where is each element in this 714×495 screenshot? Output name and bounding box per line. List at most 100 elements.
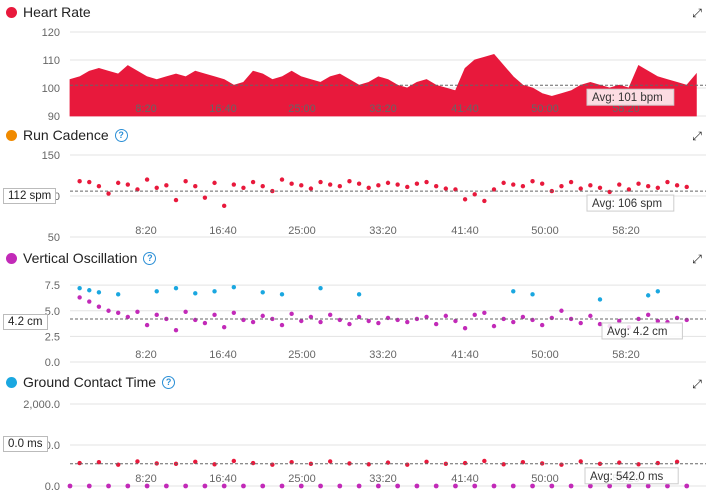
- data-point: [299, 318, 304, 324]
- data-point: [231, 284, 237, 290]
- data-point: [115, 180, 121, 186]
- data-point: [202, 320, 208, 326]
- y-tick-label: 7.5: [45, 280, 60, 292]
- data-point: [511, 319, 516, 325]
- help-icon[interactable]: ?: [114, 128, 128, 142]
- data-point: [491, 483, 497, 489]
- data-point: [125, 483, 131, 489]
- data-point: [164, 183, 169, 188]
- ground-contact-time-chart: 0.01,000.02,000.08:2016:4025:0033:2041:4…: [23, 399, 706, 493]
- data-point: [115, 462, 121, 467]
- data-point: [511, 289, 516, 294]
- data-point: [530, 292, 535, 297]
- data-point: [212, 312, 217, 318]
- data-point: [617, 318, 622, 324]
- run-cadence-color-dot: [6, 129, 17, 141]
- x-tick-label: 33:20: [369, 349, 397, 361]
- ground-contact-time-header: Ground Contact Time ?: [6, 373, 176, 391]
- data-point: [260, 313, 265, 319]
- vertical-oscillation-title: Vertical Oscillation: [23, 250, 138, 266]
- data-point: [587, 483, 593, 489]
- data-point: [626, 187, 632, 192]
- y-tick-label: 2.5: [45, 331, 60, 343]
- average-label-box: [586, 194, 675, 212]
- data-point: [347, 179, 352, 184]
- data-point: [405, 184, 410, 190]
- data-point: [530, 317, 535, 323]
- data-point: [318, 483, 323, 489]
- data-point: [221, 203, 227, 209]
- data-point: [77, 179, 82, 184]
- data-point: [588, 313, 593, 319]
- y-tick-label: 50: [48, 232, 60, 244]
- data-point: [559, 183, 564, 189]
- x-tick-label: 8:20: [135, 349, 156, 361]
- data-point: [144, 177, 150, 182]
- data-point: [433, 483, 439, 489]
- data-point: [279, 177, 285, 182]
- vertical-oscillation-color-dot: [6, 252, 17, 264]
- data-point: [337, 183, 343, 189]
- data-point: [241, 185, 246, 190]
- data-point: [424, 459, 429, 465]
- data-point: [510, 483, 516, 489]
- data-point: [212, 289, 217, 294]
- data-point: [154, 312, 159, 318]
- data-point: [356, 314, 362, 320]
- expand-icon[interactable]: ⤢: [692, 6, 702, 20]
- data-point: [501, 316, 506, 322]
- data-point: [549, 315, 555, 321]
- data-point: [77, 295, 82, 300]
- x-tick-label: 16:40: [209, 103, 237, 115]
- data-point: [144, 322, 150, 328]
- x-tick-label: 41:40: [451, 473, 479, 485]
- run-cadence-chart: 501001508:2016:4025:0033:2041:4050:0058:…: [42, 150, 706, 244]
- data-point: [395, 483, 401, 489]
- data-point: [356, 292, 362, 297]
- data-point: [173, 197, 179, 203]
- help-icon[interactable]: ?: [162, 375, 176, 389]
- run-cadence-panel: Run Cadence ? ⤢ 501001508:2016:4025:0033…: [0, 124, 714, 244]
- data-point: [655, 460, 661, 466]
- heart-rate-title: Heart Rate: [23, 4, 91, 20]
- data-point: [376, 183, 381, 188]
- data-point: [405, 319, 410, 325]
- expand-icon[interactable]: ⤢: [692, 129, 702, 143]
- y-tick-label: 100: [42, 83, 60, 95]
- data-point: [298, 483, 304, 489]
- data-point: [115, 292, 121, 297]
- y-tick-label: 5.0: [45, 306, 60, 318]
- x-tick-label: 16:40: [209, 473, 237, 485]
- data-point: [87, 288, 92, 293]
- y-tick-label: 120: [42, 27, 60, 39]
- y-tick-label: 110: [42, 55, 60, 67]
- data-point: [453, 187, 458, 192]
- data-point: [202, 483, 208, 489]
- x-tick-label: 8:20: [135, 225, 156, 237]
- data-point: [327, 312, 333, 318]
- data-point: [405, 462, 410, 467]
- run-cadence-header: Run Cadence ?: [6, 126, 128, 144]
- data-point: [501, 180, 506, 186]
- x-tick-label: 25:00: [288, 103, 316, 115]
- average-label: Avg: 106 spm: [592, 198, 662, 210]
- expand-icon[interactable]: ⤢: [692, 252, 702, 266]
- data-point: [443, 313, 449, 319]
- expand-icon[interactable]: ⤢: [692, 377, 702, 391]
- x-tick-label: 33:20: [369, 473, 397, 485]
- heart-rate-chart: 90 100 110 120 8:20 16:40 25:00 33:20 41:40 50:00…: [42, 27, 706, 120]
- data-point: [337, 317, 343, 323]
- average-label: Avg: 4.2 cm: [607, 326, 668, 338]
- vertical-oscillation-chart: 0.0 2.5 5.0 7.5 8:20 16:40 25:00 33:20 41:40 50:0…: [45, 280, 706, 369]
- data-point: [356, 181, 362, 186]
- heart-rate-color-dot: [6, 6, 17, 18]
- data-point: [568, 179, 574, 185]
- data-point: [520, 314, 526, 320]
- x-tick-label: 50:00: [531, 103, 559, 115]
- help-icon[interactable]: ?: [143, 251, 157, 265]
- data-point: [221, 483, 227, 489]
- data-point: [356, 483, 362, 489]
- data-point: [193, 291, 198, 296]
- data-point: [530, 179, 535, 184]
- data-point: [154, 185, 159, 190]
